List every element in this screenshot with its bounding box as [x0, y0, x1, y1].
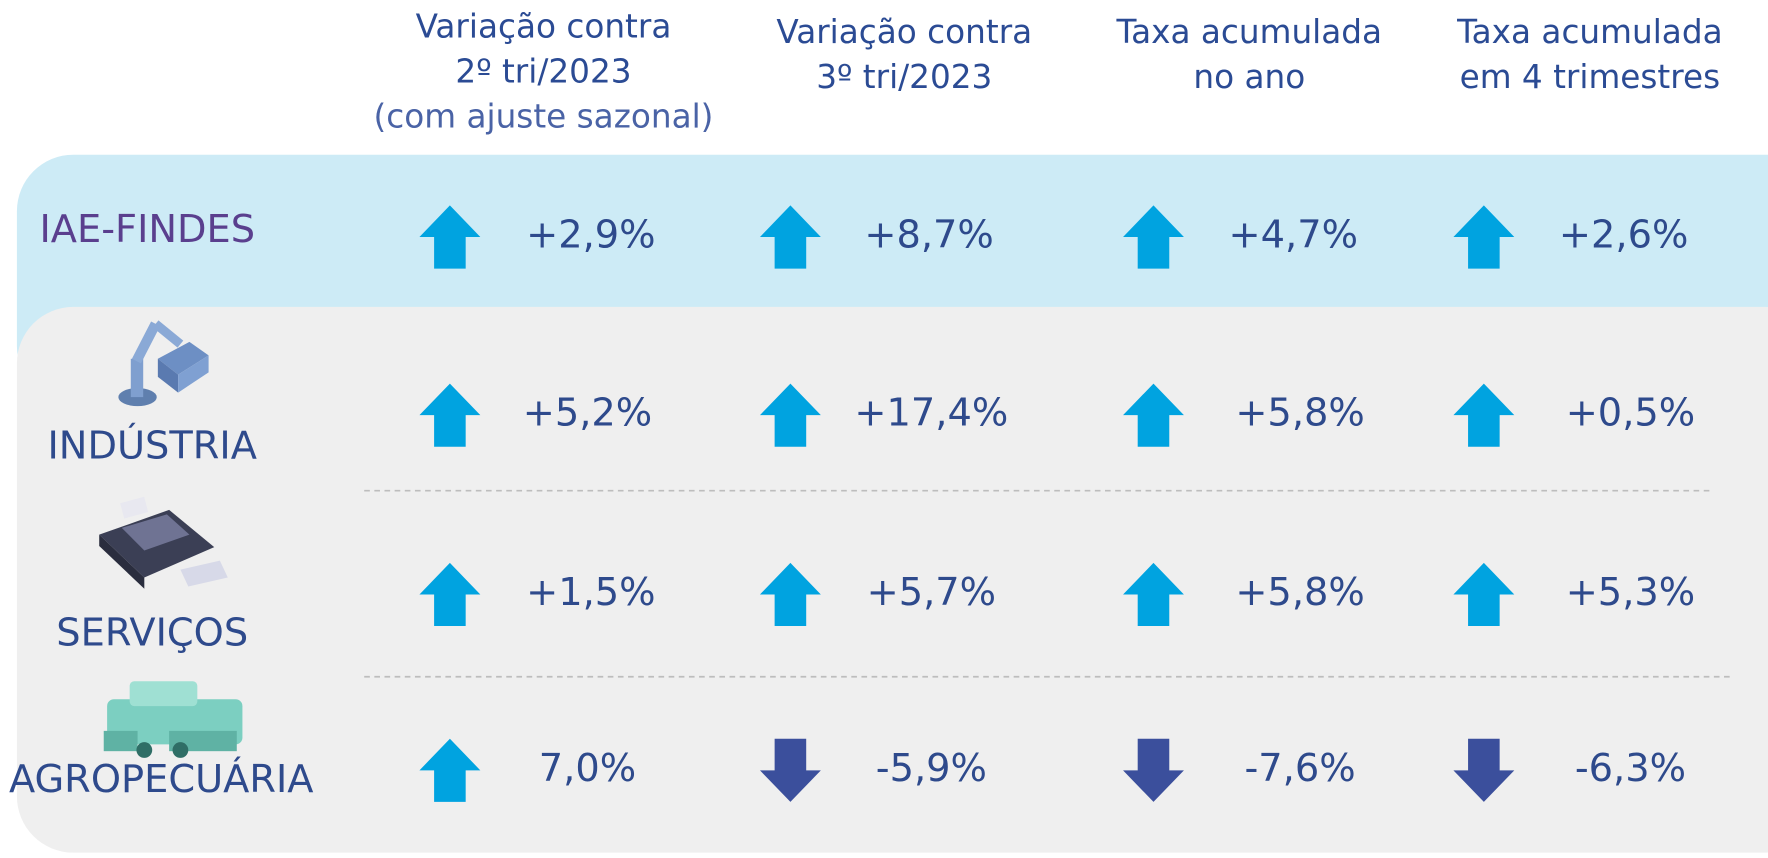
change-value: +2,9%	[526, 213, 656, 258]
change-value: +5,3%	[1566, 570, 1696, 615]
change-value: +5,8%	[1235, 570, 1365, 615]
row-label: IAE-FINDES	[39, 207, 255, 252]
column-header: Taxa acumulada	[1116, 13, 1383, 51]
column-header: Variação contra	[776, 13, 1032, 51]
change-value: +8,7%	[864, 213, 993, 258]
change-value: +4,7%	[1229, 213, 1359, 258]
column-header: 2º tri/2023	[455, 53, 631, 91]
change-value: -6,3%	[1575, 746, 1686, 791]
column-header: Taxa acumulada	[1456, 13, 1723, 51]
indicator-board: Variação contra 2º tri/2023 (com ajuste sa…	[0, 0, 1768, 854]
column-header: (com ajuste sazonal)	[374, 98, 714, 136]
column-header: Variação contra	[416, 7, 672, 45]
change-value: +5,2%	[523, 391, 653, 436]
row-label: INDÚSTRIA	[47, 421, 256, 468]
change-value: +0,5%	[1566, 391, 1696, 436]
row-label: SERVIÇOS	[56, 611, 248, 656]
change-value: 7,0%	[539, 746, 636, 791]
column-header: em 4 trimestres	[1460, 58, 1721, 96]
change-value: +1,5%	[526, 570, 656, 615]
change-value: -5,9%	[876, 746, 987, 791]
change-value: +17,4%	[854, 391, 1008, 436]
change-value: -7,6%	[1244, 746, 1355, 791]
change-value: +5,7%	[867, 570, 997, 615]
change-value: +2,6%	[1559, 213, 1689, 258]
change-value: +5,8%	[1235, 391, 1365, 436]
column-header: 3º tri/2023	[816, 58, 992, 96]
row-label: AGROPECUÁRIA	[9, 755, 314, 802]
column-header: no ano	[1193, 58, 1305, 96]
